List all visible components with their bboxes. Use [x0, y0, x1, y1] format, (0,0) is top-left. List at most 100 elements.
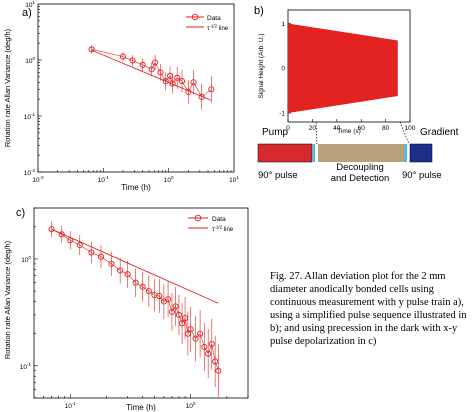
data-point	[145, 288, 152, 295]
x-tick-label: 10-1	[98, 175, 110, 184]
pulse-sequence-bar: Pump Gradient 90° pulse 90° pulse Decoup…	[257, 127, 459, 184]
x-tick-label: 10-2	[32, 175, 44, 184]
panel-b-xlabel: Time (s)	[337, 128, 361, 135]
zoom-line-right	[399, 121, 410, 145]
data-point	[148, 66, 155, 73]
y-tick-label: 0	[281, 66, 285, 73]
y-tick-label: 10-2	[24, 168, 36, 177]
data-point	[174, 74, 181, 81]
legend-data-marker	[194, 214, 202, 222]
x-tick-label: 0	[286, 125, 290, 132]
pulse1-gap	[315, 144, 318, 162]
data-point	[172, 303, 179, 310]
data-point	[178, 78, 186, 85]
panel-a-xlabel: Time (h)	[121, 183, 151, 192]
panel-c-legend: Data τ-1/2 line	[188, 214, 234, 234]
data-point	[205, 350, 212, 357]
pulse1-segment	[312, 144, 315, 162]
data-point	[124, 271, 131, 278]
x-tick-label: 100	[186, 401, 196, 410]
data-connector	[51, 228, 219, 371]
panel-c-label: c)	[16, 207, 25, 219]
data-point	[156, 292, 163, 300]
panel-c-ylabel: Rotation rate Allan Variance (deg/h)	[3, 240, 12, 359]
data-point	[165, 296, 172, 303]
panel-a-plot	[88, 45, 215, 110]
pulse2-label: 90° pulse	[402, 170, 442, 181]
data-point	[117, 267, 124, 274]
data-point	[208, 340, 215, 348]
pump-segment	[257, 143, 313, 163]
figure-caption: Fig. 27. Allan deviation plot for the 2 …	[270, 271, 467, 347]
legend-line-label: τ-1/2 line	[207, 24, 229, 33]
x-tick-label: 100	[164, 175, 174, 184]
panel-c-frame	[33, 207, 249, 399]
x-tick-label: 40	[333, 125, 341, 132]
x-tick-label: 100	[405, 125, 416, 132]
data-point	[179, 320, 186, 327]
y-tick-label: -1	[279, 111, 285, 118]
y-tick-label: 10-1	[24, 112, 36, 121]
data-point	[201, 343, 208, 351]
pulse2-segment	[404, 144, 407, 162]
panel-b-ylabel: Signal Height (Arb. U.)	[258, 33, 265, 98]
panel-a-axes: 10-2 10-1 100 101 10-2 10-1 100 101	[24, 0, 240, 184]
panel-b-plot	[288, 23, 398, 114]
data-point	[152, 59, 159, 66]
legend-data-marker	[191, 13, 199, 21]
legend-data-label: Data	[212, 216, 226, 223]
panel-a-ylabel: Rotation rate Allan Variance (deg/h)	[3, 28, 12, 147]
x-tick-label: 101	[229, 175, 239, 184]
panel-a-legend: Data τ-1/2 line	[186, 13, 229, 33]
data-connector	[91, 49, 212, 98]
y-tick-label: 10-1	[20, 362, 32, 371]
x-tick-label: 60	[358, 125, 366, 132]
panel-a-frame	[37, 3, 235, 173]
pump-label: Pump	[262, 127, 289, 138]
signal-envelope	[288, 23, 398, 114]
data-point	[157, 69, 164, 76]
pulse1-label: 90° pulse	[258, 170, 298, 181]
data-point	[187, 326, 194, 333]
y-tick-label: 100	[25, 56, 35, 65]
data-point	[162, 78, 169, 85]
data-point	[67, 237, 74, 244]
data-point	[190, 79, 197, 86]
data-point	[208, 86, 215, 93]
x-tick-label: 10-1	[65, 401, 77, 410]
data-point	[119, 53, 127, 60]
zoom-line-left	[315, 121, 318, 145]
data-point	[108, 260, 115, 267]
legend-data-label: Data	[207, 15, 221, 22]
data-point	[215, 367, 222, 374]
panel-a: a) 10-2 10-1 100 101 10-2 10-1 100 101 Time (h)…	[3, 0, 239, 192]
data-point	[169, 80, 176, 87]
x-tick-label: 80	[382, 125, 390, 132]
data-point	[76, 242, 83, 249]
data-point	[97, 253, 105, 260]
legend-line-label: τ-1/2 line	[212, 225, 234, 234]
data-point	[139, 61, 146, 68]
panel-c-xlabel: Time (h)	[126, 403, 156, 412]
panel-a-label: a)	[22, 7, 32, 19]
data-point	[139, 283, 146, 290]
data-point	[212, 358, 219, 365]
panel-c-axes: 10-1 100 10-1 100	[20, 207, 249, 410]
data-point	[175, 311, 182, 318]
decoupling-label: Decoupling and Detection	[331, 162, 390, 184]
data-point	[185, 88, 192, 95]
data-point	[88, 249, 95, 256]
data-point	[88, 46, 95, 53]
data-point	[129, 57, 136, 64]
gradient-segment	[409, 143, 433, 163]
decoupling-segment	[318, 144, 404, 162]
x-tick-label: 20	[309, 125, 317, 132]
fit-line	[51, 228, 219, 304]
data-point	[48, 226, 55, 233]
y-tick-label: 101	[25, 0, 35, 9]
panel-c-plot	[48, 221, 222, 397]
gradient-label: Gradient	[420, 127, 459, 138]
